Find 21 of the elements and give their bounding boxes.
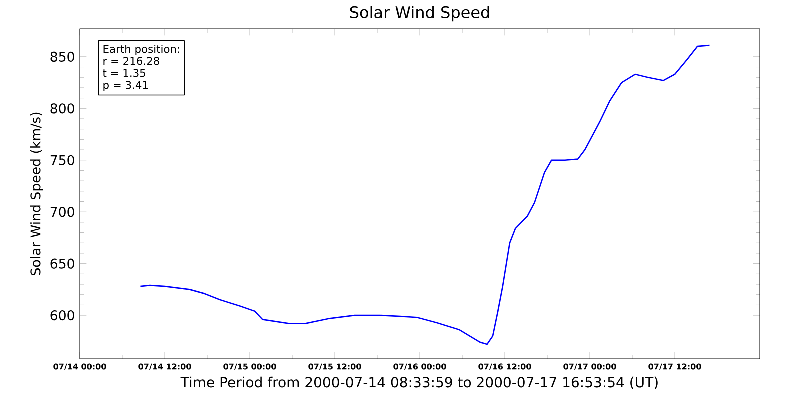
x-tick-label: 07/17 12:00 [648, 364, 702, 370]
y-tick-label: 850 [50, 52, 74, 62]
y-tick-label: 600 [50, 310, 74, 321]
annotation: Earth position: [104, 44, 180, 56]
x-tick-label: 07/14 12:00 [138, 364, 192, 370]
x-tick-label: 07/17 00:00 [564, 364, 616, 370]
x-tick-label: 07/14 00:00 [54, 364, 106, 370]
chart-title: Solar Wind Speed [350, 6, 490, 22]
annotation: t = 1.35 [103, 69, 146, 78]
annotation: p = 3.41 [104, 81, 148, 92]
x-tick-label: 07/16 12:00 [478, 364, 532, 370]
x-axis-title: Time Period from 2000-07-14 08:33:59 to 2000-07-17 16:53:54 (UT) [180, 376, 658, 390]
annotation: r = 216.28 [104, 57, 160, 66]
x-tick-label: 07/15 12:00 [308, 364, 362, 370]
y-tick-label: 750 [50, 155, 74, 166]
x-tick-label: 07/16 00:00 [394, 364, 446, 370]
y-tick-label: 650 [50, 258, 74, 269]
y-tick-label: 800 [50, 104, 74, 114]
y-tick-label: 700 [50, 207, 74, 218]
y-axis-title: Solar Wind Speed (km/s) [30, 112, 44, 276]
x-tick-label: 07/15 00:00 [224, 364, 276, 370]
